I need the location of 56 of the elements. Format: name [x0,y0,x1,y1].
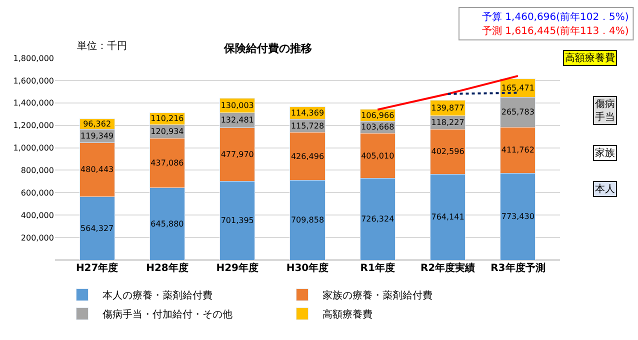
data-label: 426,496 [290,152,324,161]
data-label: 120,934 [150,127,184,136]
y-tick-label: 600,000 [20,188,54,198]
legend-label: 家族の療養・薬剤給付費 [322,290,432,302]
data-label: 165,471 [501,83,534,92]
data-label: 110,216 [150,114,184,124]
chart-title: 保険給付費の推移 [222,42,312,55]
data-label: 132,481 [220,116,254,125]
x-tick-label: H28年度 [146,262,188,274]
data-label: 437,086 [150,158,184,168]
legend-label: 本人の療養・薬剤給付費 [102,290,212,302]
data-label: 477,970 [220,150,254,159]
y-tick-label: 800,000 [20,166,54,176]
data-label: 709,858 [290,216,324,225]
x-tick-label: H29年度 [216,262,259,274]
data-label: 411,762 [501,146,534,155]
text: 高額療養費 [565,52,615,64]
text: 家族 [595,147,615,159]
data-label: 701,395 [220,216,254,226]
data-label: 405,010 [361,151,394,160]
text: 単位：千円 [77,40,127,52]
y-tick-label: 400,000 [20,210,54,220]
x-tick-label: H27年度 [76,262,118,274]
text: 予測 1,616,445(前年113．4%) [482,25,629,37]
y-tick-label: 1,800,000 [13,54,54,63]
y-tick-label: 1,200,000 [13,121,54,130]
data-label: 402,596 [431,147,464,156]
data-label: 130,003 [220,100,254,110]
x-tick-label: R3年度予測 [490,262,546,274]
data-label: 118,227 [431,118,464,127]
text: 本人 [595,183,615,195]
x-tick-label: R1年度 [360,262,395,274]
text: 予算 1,460,696(前年102．5%) [482,11,629,23]
data-label: 106,966 [361,110,394,120]
legend-label: 傷病手当・付加給付・その他 [102,308,232,321]
data-label: 480,443 [80,165,114,174]
data-label: 764,141 [431,212,464,222]
y-tick-label: 1,600,000 [13,76,54,86]
data-label: 726,324 [361,214,394,224]
y-tick-label: 200,000 [20,233,54,242]
data-label: 115,728 [290,121,324,130]
y-tick-label: 1,000,000 [13,144,54,153]
data-label: 773,430 [501,212,534,222]
data-label: 114,369 [290,108,324,118]
data-label: 103,668 [361,122,394,132]
data-label: 119,349 [80,132,114,141]
data-label: 96,362 [83,119,112,128]
data-label: 265,783 [501,108,534,117]
data-label: 645,880 [150,219,184,228]
text: 傷病手当 [595,98,615,123]
y-tick-label: 1,400,000 [13,98,54,108]
legend-label: 高額療養費 [322,308,372,321]
x-tick-label: H30年度 [286,262,329,274]
data-label: 139,877 [431,103,464,112]
x-tick-label: R2年度実績 [420,262,476,274]
data-label: 564,327 [80,224,114,233]
